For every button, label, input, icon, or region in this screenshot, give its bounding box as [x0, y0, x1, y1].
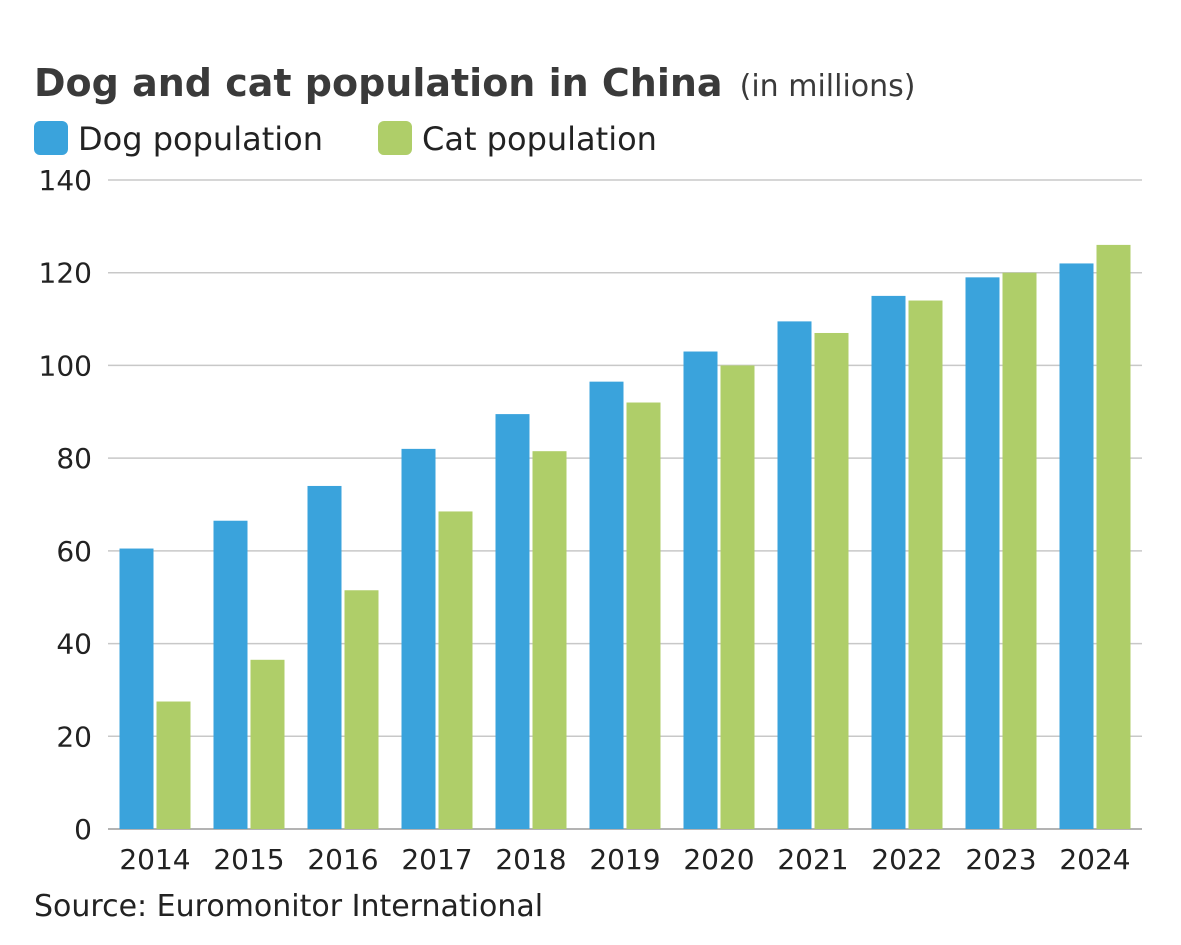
bar-cat-population	[908, 300, 943, 829]
bar-dog-population	[495, 414, 530, 829]
chart-subtitle: (in millions)	[740, 69, 916, 104]
chart-title-group: Dog and cat population in China (in mill…	[34, 61, 916, 105]
legend-label-cat: Cat population	[422, 120, 657, 158]
legend-swatch-dog	[34, 121, 68, 155]
svg-text:Dog and cat population in Chin: Dog and cat population in China (in mill…	[34, 61, 916, 105]
y-tick-label: 60	[56, 535, 92, 568]
bar-cat-population	[438, 511, 473, 829]
x-tick-label: 2017	[401, 843, 472, 876]
source-note: Source: Euromonitor International	[34, 889, 543, 924]
bar-dog-population	[871, 295, 906, 830]
bar-dog-population	[777, 321, 812, 829]
bar-cat-population	[1002, 272, 1037, 829]
bar-cat-population	[814, 332, 849, 829]
x-tick-label: 2023	[965, 843, 1036, 876]
x-tick-label: 2021	[777, 843, 848, 876]
bar-dog-population	[307, 485, 342, 829]
legend-swatch-cat	[378, 121, 412, 155]
bar-dog-population	[119, 548, 154, 829]
bar-dog-population	[213, 520, 248, 829]
x-tick-label: 2020	[683, 843, 754, 876]
y-tick-label: 40	[56, 628, 92, 661]
x-axis-ticks: 2014 2015 2016 2017 2018 2019 2020 2021 2022 2023…	[119, 843, 1130, 876]
x-tick-label: 2018	[495, 843, 566, 876]
y-tick-label: 80	[56, 442, 92, 475]
bar-dog-population	[589, 381, 624, 829]
bar-dog-population	[1059, 263, 1094, 829]
x-tick-label: 2019	[589, 843, 660, 876]
chart-title: Dog and cat population in China	[34, 61, 723, 105]
bar-dog-population	[401, 448, 436, 829]
bar-cat-population	[532, 451, 567, 829]
y-tick-label: 140	[39, 164, 92, 197]
y-axis-ticks: 0 20 40 60 80 100 120 140	[39, 164, 92, 846]
bar-cat-population	[720, 365, 755, 829]
bar-cat-population	[1096, 244, 1131, 829]
y-tick-label: 0	[74, 813, 92, 846]
legend: Dog population Cat population	[34, 120, 657, 158]
x-tick-label: 2022	[871, 843, 942, 876]
x-tick-label: 2015	[213, 843, 284, 876]
bar-cat-population	[156, 701, 191, 829]
bar-dog-population	[683, 351, 718, 829]
y-tick-label: 20	[56, 720, 92, 753]
y-tick-label: 100	[39, 349, 92, 382]
legend-label-dog: Dog population	[78, 120, 323, 158]
x-tick-label: 2014	[119, 843, 190, 876]
bar-cat-population	[626, 402, 661, 829]
bar-cat-population	[344, 590, 379, 829]
x-tick-label: 2016	[307, 843, 378, 876]
bars	[119, 244, 1131, 830]
bar-dog-population	[965, 277, 1000, 830]
bar-cat-population	[250, 659, 285, 829]
y-tick-label: 120	[39, 257, 92, 290]
x-tick-label: 2024	[1059, 843, 1130, 876]
